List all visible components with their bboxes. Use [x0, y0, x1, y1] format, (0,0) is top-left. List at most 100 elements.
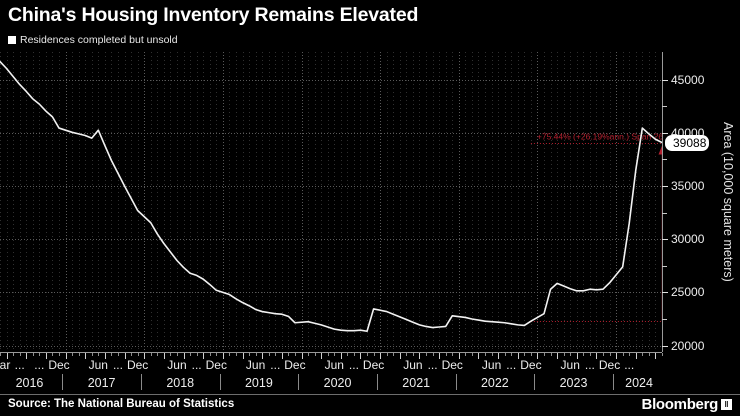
- source-note: Source: The National Bureau of Statistic…: [8, 398, 235, 410]
- x-axis-tick: [649, 353, 650, 356]
- x-axis-tick: [341, 353, 342, 359]
- x-axis-tick: [105, 353, 106, 359]
- x-axis-tick: [400, 353, 401, 359]
- x-axis-month-label: Dec: [520, 358, 542, 372]
- x-axis-month-label: ...: [112, 358, 123, 372]
- y-axis-minor-tick: [662, 159, 667, 160]
- x-axis-year-separator: [62, 374, 63, 390]
- x-axis-month-label: ...: [506, 358, 517, 372]
- x-axis-year-separator: [534, 374, 535, 390]
- x-axis-year-separator: [141, 374, 142, 390]
- x-axis-tick: [610, 353, 611, 356]
- x-axis-tick: [249, 353, 250, 356]
- x-axis-tick: [85, 353, 86, 359]
- x-axis-tick: [321, 353, 322, 359]
- x-axis-month-label: Jun: [560, 358, 580, 372]
- y-axis-minor-tick: [662, 319, 667, 320]
- chart-canvas: +75.44% (+26.19%ann.) Span 26: [0, 52, 662, 352]
- last-value-badge: 39088: [665, 134, 710, 151]
- y-axis-title: Area (10,000 square meters): [718, 52, 738, 352]
- x-axis-year-separator: [377, 374, 378, 390]
- x-axis-year-label: 2016: [15, 376, 44, 390]
- x-axis-tick: [564, 353, 565, 356]
- x-axis-month-label: ...: [191, 358, 202, 372]
- x-axis-tick: [39, 353, 40, 356]
- x-axis-year-label: 2023: [559, 376, 588, 390]
- x-axis-tick: [439, 353, 440, 359]
- x-axis-year-label: 2021: [402, 376, 431, 390]
- x-axis-tick: [308, 353, 309, 356]
- x-axis-month-label: Dec: [441, 358, 463, 372]
- x-axis-tick: [236, 353, 237, 356]
- x-axis-tick: [531, 353, 532, 356]
- x-axis-tick: [459, 353, 460, 359]
- x-axis-tick: [170, 353, 171, 356]
- y-axis-tick: [662, 133, 668, 134]
- x-axis-tick: [629, 353, 630, 356]
- y-axis-tick: [662, 292, 668, 293]
- x-axis-tick: [302, 353, 303, 359]
- x-axis-tick: [111, 353, 112, 356]
- x-axis-tick: [216, 353, 217, 356]
- x-axis-tick: [131, 353, 132, 356]
- x-axis-tick: [13, 353, 14, 356]
- x-axis-tick: [518, 353, 519, 359]
- x-axis-tick: [66, 353, 67, 359]
- x-axis-tick: [229, 353, 230, 356]
- x-axis-tick: [426, 353, 427, 356]
- x-axis-tick: [151, 353, 152, 356]
- y-axis: 20000 25000 30000 35000 40000 45000 39088: [662, 52, 740, 353]
- x-axis-tick: [478, 353, 479, 359]
- x-axis-year-label: 2017: [87, 376, 116, 390]
- bloomberg-logo: Bloomberg ‖: [642, 396, 732, 413]
- x-axis-tick: [210, 353, 211, 356]
- x-axis-tick: [243, 353, 244, 359]
- x-axis-year-label: 2020: [323, 376, 352, 390]
- x-axis-year-separator: [220, 374, 221, 390]
- x-axis-month-label: Dec: [362, 358, 385, 372]
- x-axis-month-label: Dec: [48, 358, 70, 372]
- x-axis-tick: [590, 353, 591, 356]
- y-axis-tick-label: 25000: [671, 285, 705, 300]
- x-axis-tick: [465, 353, 466, 356]
- y-axis-title-label: Area (10,000 square meters): [721, 122, 735, 282]
- x-axis: Mar......DecJun...DecJun...DecJun...DecJ…: [0, 352, 663, 394]
- x-axis-tick: [7, 353, 8, 359]
- x-axis-month-label: Mar: [0, 358, 11, 372]
- x-axis-tick: [596, 353, 597, 359]
- x-axis-line: [0, 352, 662, 353]
- x-axis-tick: [485, 353, 486, 356]
- x-axis-tick: [636, 353, 637, 359]
- x-axis-tick: [79, 353, 80, 356]
- x-axis-tick: [360, 353, 361, 359]
- x-axis-tick: [98, 353, 99, 356]
- x-axis-tick: [537, 353, 538, 359]
- x-axis-tick: [282, 353, 283, 359]
- x-axis-tick: [387, 353, 388, 356]
- x-axis-tick: [655, 353, 656, 359]
- x-axis-month-label: Jun: [167, 358, 187, 372]
- footer-divider: [0, 394, 740, 395]
- x-axis-tick: [354, 353, 355, 356]
- x-axis-tick: [603, 353, 604, 356]
- x-axis-month-label: ...: [270, 358, 281, 372]
- x-axis-tick: [577, 353, 578, 359]
- x-axis-tick: [623, 353, 624, 356]
- x-axis-year-separator: [613, 374, 614, 390]
- x-axis-tick: [662, 353, 663, 356]
- x-axis-tick: [557, 353, 558, 359]
- x-axis-month-label: Jun: [324, 358, 344, 372]
- x-axis-tick: [288, 353, 289, 356]
- x-axis-tick: [46, 353, 47, 359]
- x-axis-tick: [511, 353, 512, 356]
- x-axis-tick: [524, 353, 525, 356]
- x-axis-tick: [406, 353, 407, 356]
- x-axis-tick: [20, 353, 21, 356]
- x-axis-tick: [616, 353, 617, 359]
- x-axis-tick: [184, 353, 185, 359]
- x-axis-tick: [118, 353, 119, 356]
- x-axis-month-label: Dec: [598, 358, 621, 372]
- x-axis-month-label: Jun: [245, 358, 266, 372]
- x-axis-tick: [472, 353, 473, 356]
